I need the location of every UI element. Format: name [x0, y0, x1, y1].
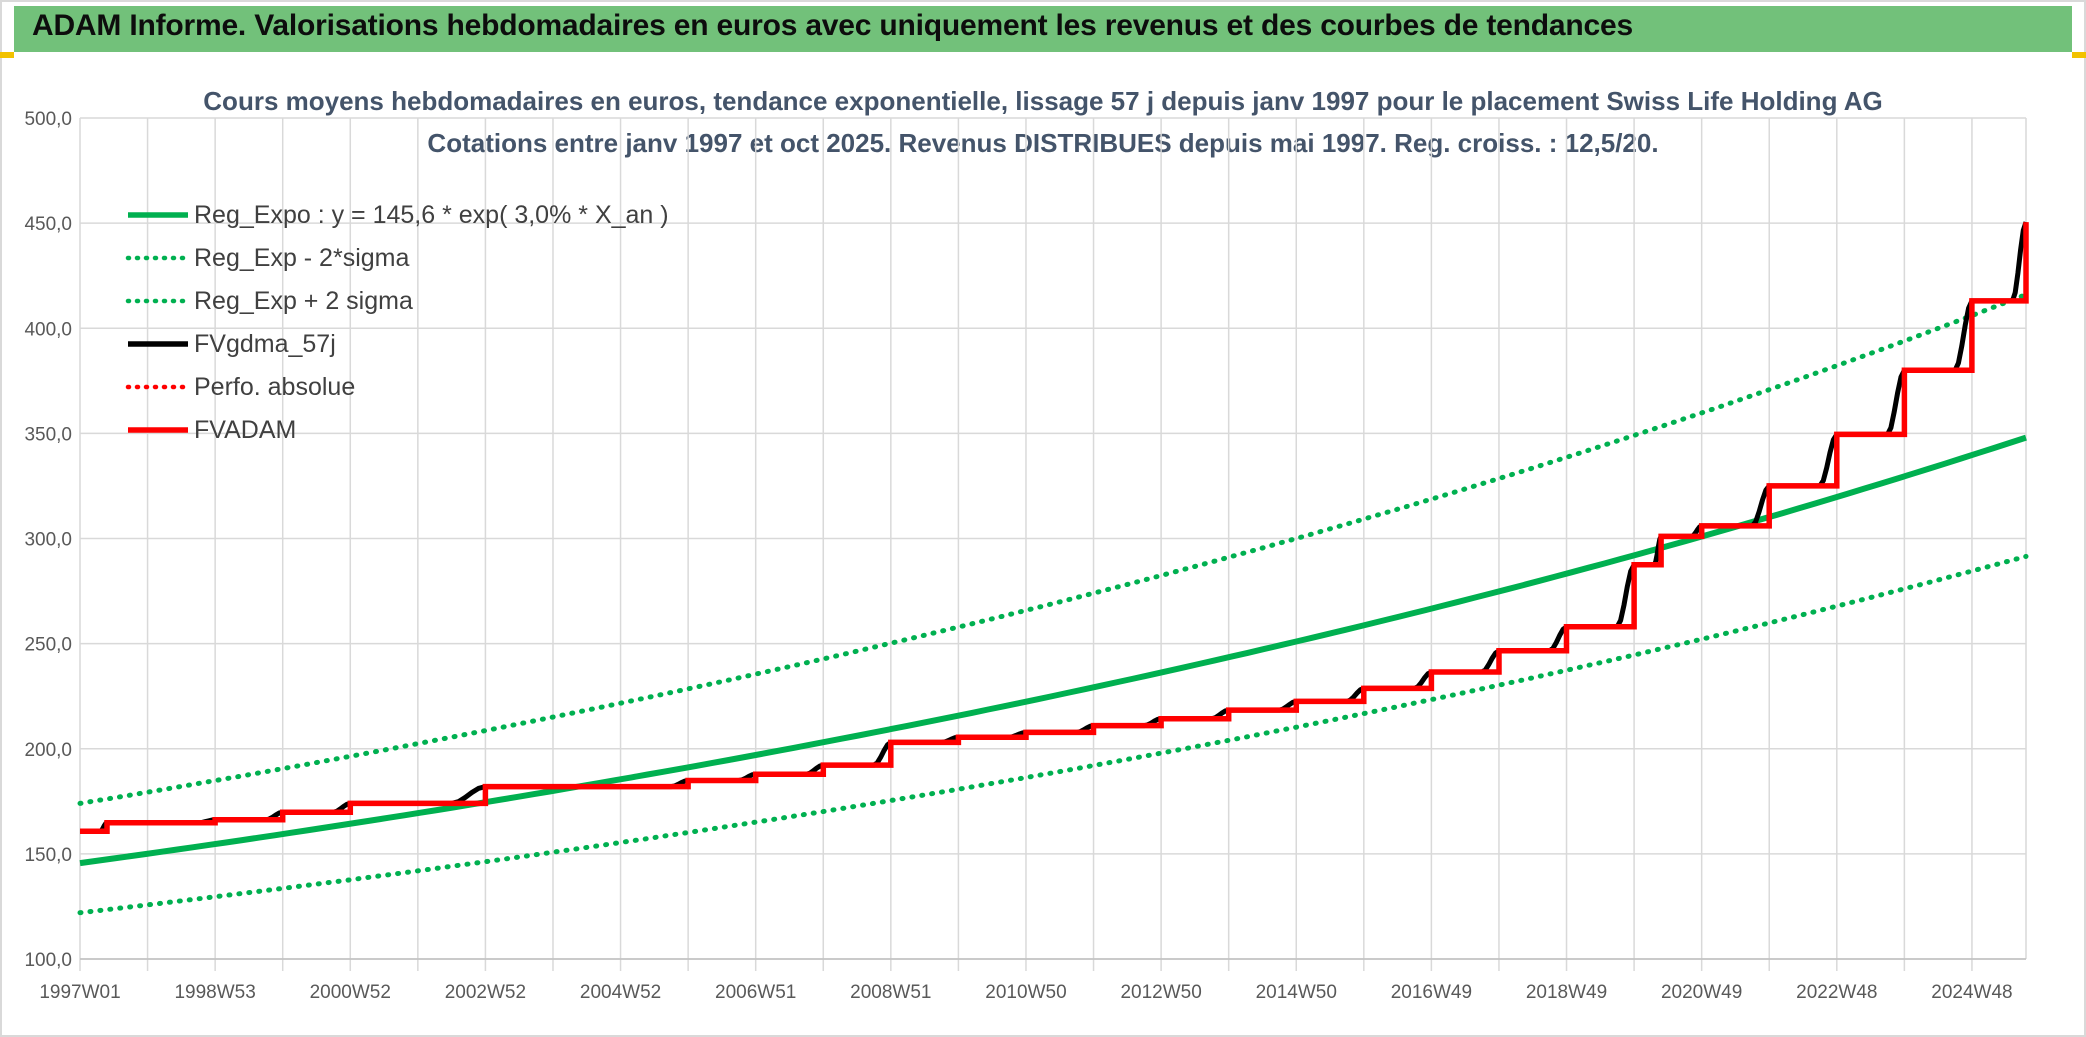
legend-label: Reg_Exp + 2 sigma	[194, 287, 413, 315]
x-tick-label: 2010W50	[985, 982, 1066, 1003]
y-tick-label: 150,0	[24, 845, 72, 866]
legend-label: Reg_Expo : y = 145,6 * exp( 3,0% * X_an …	[194, 201, 669, 229]
series-reg-minus-2sigma	[77, 553, 2029, 916]
x-tick-label: 1997W01	[39, 982, 120, 1003]
page-title: ADAM Informe. Valorisations hebdomadaire…	[32, 9, 1633, 42]
y-tick-label: 500,0	[24, 109, 72, 130]
x-tick-label: 2004W52	[580, 982, 661, 1003]
series-fvadam	[80, 222, 2029, 834]
legend-label: FVgdma_57j	[194, 330, 336, 358]
y-tick-label: 350,0	[24, 424, 72, 445]
x-tick-label: 2022W48	[1796, 982, 1877, 1003]
y-tick-label: 400,0	[24, 319, 72, 340]
x-tick-label: 2012W50	[1120, 982, 1201, 1003]
x-tick-label: 1998W53	[174, 982, 255, 1003]
legend-label: FVADAM	[194, 416, 296, 444]
header-accent-right	[2072, 52, 2086, 58]
chart-legend: Reg_Expo : y = 145,6 * exp( 3,0% * X_an …	[125, 201, 669, 444]
header-bar	[14, 6, 2072, 52]
header-accent-left	[0, 52, 14, 58]
x-tick-label: 2002W52	[445, 982, 526, 1003]
y-tick-label: 100,0	[24, 950, 72, 971]
y-tick-label: 250,0	[24, 635, 72, 656]
x-tick-label: 2006W51	[715, 982, 796, 1003]
series-reg-plus-2sigma	[77, 292, 2029, 806]
chart-subtitle: Cotations entre janv 1997 et oct 2025. R…	[427, 128, 1659, 158]
chart-grid	[79, 117, 2027, 971]
x-tick-label: 2018W49	[1526, 982, 1607, 1003]
y-tick-label: 200,0	[24, 740, 72, 761]
chart-plot: 500,0 450,0 400,0 350,0 300,0 250,0 200,0 150,0…	[24, 109, 2029, 1003]
x-tick-label: 2016W49	[1391, 982, 1472, 1003]
chart-series	[77, 221, 2029, 916]
chart-title: Cours moyens hebdomadaires en euros, ten…	[203, 86, 1883, 116]
legend-label: Reg_Exp - 2*sigma	[194, 244, 409, 272]
x-tick-label: 2024W48	[1931, 982, 2012, 1003]
x-tick-label: 2020W49	[1661, 982, 1742, 1003]
y-tick-label: 450,0	[24, 214, 72, 235]
y-tick-label: 300,0	[24, 530, 72, 551]
x-tick-label: 2008W51	[850, 982, 931, 1003]
chart-axes: 500,0 450,0 400,0 350,0 300,0 250,0 200,0 150,0…	[24, 109, 2026, 1003]
legend-label: Perfo. absolue	[194, 373, 355, 401]
x-tick-label: 2014W50	[1256, 982, 1337, 1003]
x-tick-label: 2000W52	[310, 982, 391, 1003]
series-reg-expo	[79, 434, 2027, 867]
